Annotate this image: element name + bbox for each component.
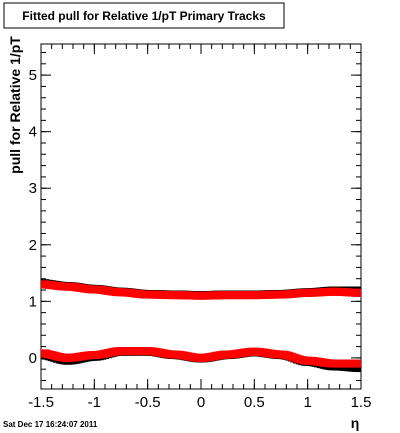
y-axis-title: pull for Relative 1/pT xyxy=(7,36,23,174)
plot-frame xyxy=(40,43,362,390)
data-point xyxy=(357,288,361,297)
y-tick-label: 1 xyxy=(29,293,37,310)
series-3-markers xyxy=(41,347,361,368)
x-tick-label: -1.5 xyxy=(28,394,54,411)
x-tick-label: 0.5 xyxy=(244,394,265,411)
y-tick-label: 2 xyxy=(29,237,37,254)
x-tick-label: 0 xyxy=(197,394,205,411)
axis-ticks xyxy=(40,44,362,389)
x-tick-label: 1 xyxy=(303,394,311,411)
data-point xyxy=(357,364,361,373)
date-stamp: Sat Dec 17 16:24:07 2011 xyxy=(3,420,98,429)
chart-title-box xyxy=(3,2,285,29)
x-tick-labels: -1.5 -1 -0.5 0 0.5 1 1.5 xyxy=(28,394,371,411)
x-tick-label: -1 xyxy=(88,394,101,411)
y-tick-label: 0 xyxy=(29,350,37,367)
y-tick-label: 5 xyxy=(29,67,37,84)
data-point xyxy=(357,359,361,368)
x-tick-label: 1.5 xyxy=(351,394,372,411)
y-tick-label: 4 xyxy=(29,124,37,141)
data-points xyxy=(41,279,361,373)
series-1-markers xyxy=(41,280,361,300)
x-tick-label: -0.5 xyxy=(135,394,161,411)
y-tick-label: 3 xyxy=(29,180,37,197)
chart-title: Fitted pull for Relative 1/pT Primary Tr… xyxy=(22,9,266,23)
y-tick-labels: 0 1 2 3 4 5 xyxy=(29,67,37,367)
x-axis-title: η xyxy=(351,415,360,431)
